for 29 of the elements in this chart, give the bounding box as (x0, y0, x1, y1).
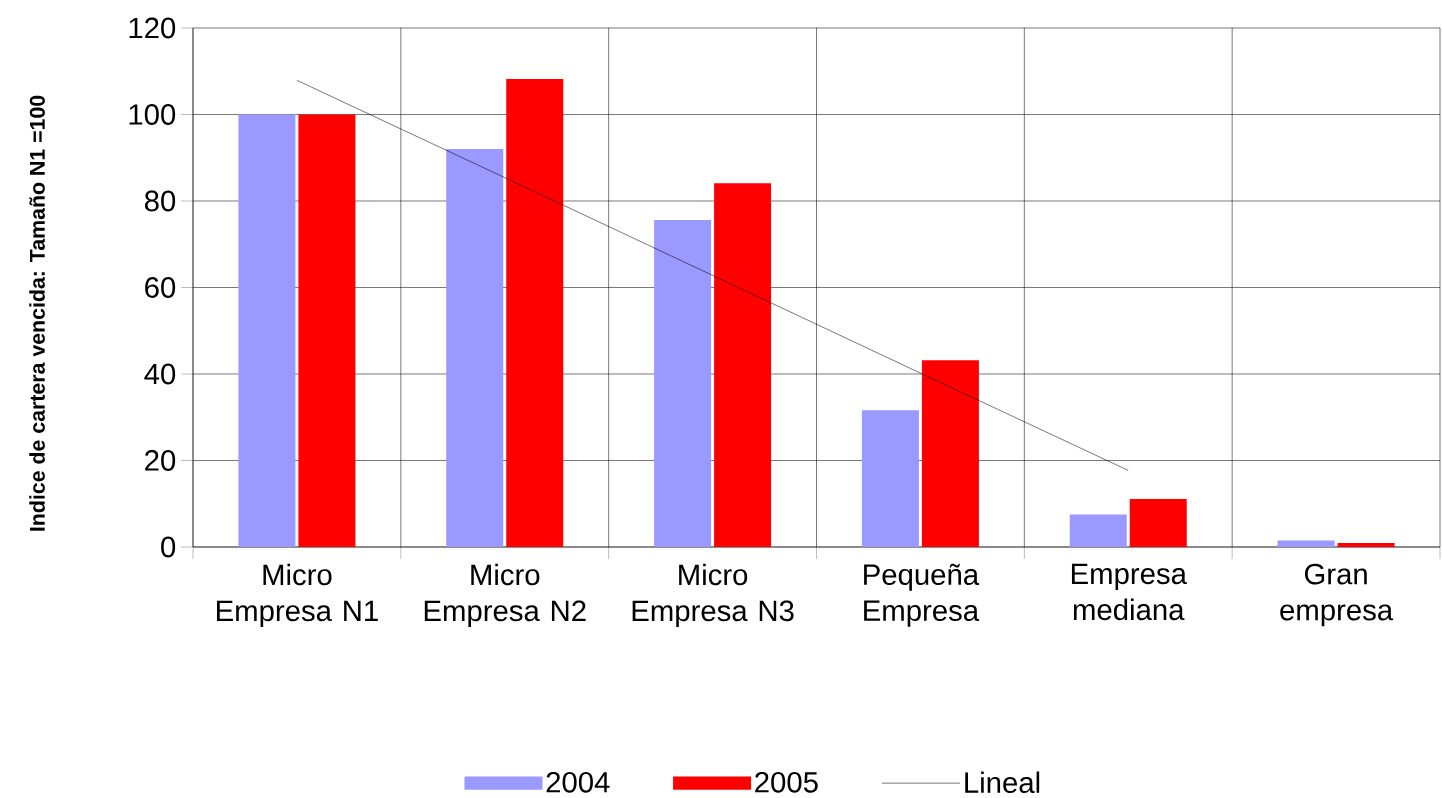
y-tick-label: 100 (129, 104, 176, 125)
legend-label: 2004 (546, 771, 610, 793)
y-axis-title: Indice de cartera vencida: Tamaño N1 =100 (29, 95, 45, 531)
bar (446, 149, 504, 547)
x-tick-label: Gran empresa (1280, 563, 1394, 627)
y-tick-label: 20 (145, 450, 176, 471)
x-tick-label: Micro Empresa N1 (217, 563, 378, 628)
bar (714, 183, 772, 547)
bar (861, 410, 919, 547)
x-tick-label: Micro Empresa N2 (424, 563, 586, 628)
x-tick-label: Micro Empresa N3 (632, 563, 794, 628)
bar (238, 114, 296, 547)
bar (298, 114, 356, 547)
bar (506, 79, 564, 547)
y-tick-label: 0 (161, 536, 176, 558)
legend-label: Lineal (965, 771, 1040, 794)
x-tick-label: Pequeña Empresa (864, 563, 980, 627)
legend-label: 2005 (755, 771, 818, 793)
bar (1337, 543, 1395, 547)
y-tick-label: 40 (144, 363, 176, 385)
x-tick-label: Empresa mediana (1071, 563, 1187, 621)
y-tick-label: 120 (129, 17, 176, 39)
bar (1129, 498, 1187, 547)
y-tick-label: 60 (145, 277, 176, 298)
y-tick-label: 80 (144, 190, 176, 212)
bar (1277, 540, 1335, 547)
bar (1069, 514, 1127, 547)
bar (921, 360, 979, 547)
bar (654, 220, 712, 547)
